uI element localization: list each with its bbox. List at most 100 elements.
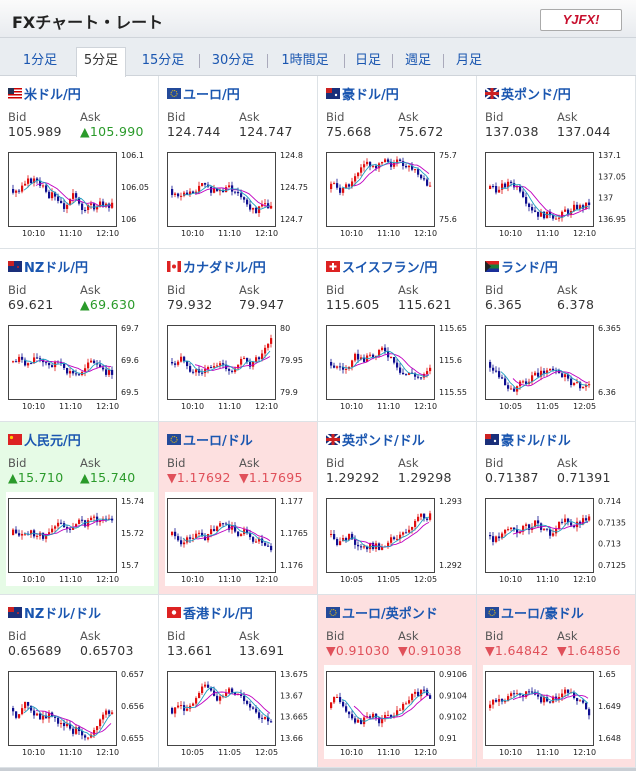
page-title: FXチャート・レート xyxy=(12,13,164,32)
tab-3[interactable]: 30分足 xyxy=(211,53,255,68)
candle-body xyxy=(51,192,54,199)
tab-4[interactable]: 1時間足 xyxy=(281,53,329,68)
candle-body xyxy=(564,209,567,212)
mini-chart[interactable]: 0.714 0.7135 0.713 0.7125 10:10 11:10 12:10 xyxy=(483,490,631,588)
rate-cell[interactable]: スイスフラン/円 Bid Ask 115.605 115.621 115.65 115.6 1… xyxy=(318,249,477,422)
mini-chart[interactable]: 106.1 106.05 106 10:10 11:10 12:10 xyxy=(6,144,154,242)
candle-body xyxy=(78,374,81,376)
candle-body xyxy=(111,202,114,208)
tab-7[interactable]: 月足 xyxy=(455,53,482,68)
bid-label: Bid xyxy=(167,110,186,124)
rate-cell[interactable]: NZドル/円 Bid Ask 69.621 ▲69.630 69.7 69.6 69.5 10:… xyxy=(0,249,159,422)
candle-body xyxy=(519,531,522,534)
candle-body xyxy=(564,689,567,694)
pair-link[interactable]: 豪ドル/ドル xyxy=(485,430,571,449)
rate-cell[interactable]: 英ポンド/ドル Bid Ask 1.29292 1.29298 1.293 1.292 10:… xyxy=(318,422,477,595)
pair-link[interactable]: ユーロ/豪ドル xyxy=(485,603,584,622)
pair-link[interactable]: 人民元/円 xyxy=(8,430,81,449)
pair-link[interactable]: 英ポンド/円 xyxy=(484,84,571,103)
pair-link[interactable]: ランド/円 xyxy=(485,257,558,276)
tab-2[interactable]: 15分足 xyxy=(141,53,185,68)
mini-chart[interactable]: 124.8 124.75 124.7 10:10 11:10 12:10 xyxy=(165,144,313,242)
rate-cell[interactable]: 米ドル/円 Bid Ask 105.989 ▲105.990 106.1 106.05 106… xyxy=(0,76,159,249)
candle-body xyxy=(222,189,225,193)
mini-chart[interactable]: 1.293 1.292 10:05 11:05 12:05 xyxy=(324,490,472,588)
rate-cell[interactable]: 香港ドル/円 Bid Ask 13.661 13.691 13.675 13.67 13.66… xyxy=(159,595,318,768)
rate-cell[interactable]: ランド/円 Bid Ask 6.365 6.378 6.365 6.36 10:05 11:05… xyxy=(477,249,636,422)
candle-body xyxy=(243,357,246,359)
y-tick-label: 79.9 xyxy=(280,388,298,397)
mini-chart[interactable]: 13.675 13.67 13.665 13.66 10:05 11:05 12:05 xyxy=(165,663,313,761)
rate-cell[interactable]: 豪ドル/円 Bid Ask 75.668 75.672 75.7 75.6 10:10 11:1… xyxy=(318,76,477,249)
rate-cell[interactable]: 人民元/円 Bid Ask ▲15.710 ▲15.740 15.74 15.72 15.7 1… xyxy=(0,422,159,595)
candle-body xyxy=(51,528,54,533)
pair-link[interactable]: ユーロ/円 xyxy=(167,84,240,103)
candle-body xyxy=(72,193,75,199)
tab-1[interactable]: 5分足 xyxy=(76,47,126,77)
candle-body xyxy=(420,174,423,179)
mini-chart[interactable]: 0.657 0.656 0.655 10:10 11:10 12:10 xyxy=(6,663,154,761)
pair-link[interactable]: ユーロ/ドル xyxy=(167,430,253,449)
candle-body xyxy=(333,365,336,368)
candle-body xyxy=(66,368,69,374)
pair-link[interactable]: NZドル/円 xyxy=(8,257,88,276)
x-tick-label: 11:05 xyxy=(377,575,400,584)
candle-body xyxy=(240,694,243,696)
rate-cell[interactable]: 豪ドル/ドル Bid Ask 0.71387 0.71391 0.714 0.7135 0.7… xyxy=(477,422,636,595)
mini-chart[interactable]: 1.177 1.1765 1.176 10:10 11:10 12:10 xyxy=(165,490,313,588)
rate-cell[interactable]: ユーロ/英ポンド Bid Ask ▼0.91030 ▼0.91038 0.9106 0.91… xyxy=(318,595,477,768)
candle-body xyxy=(582,518,585,525)
flag-icon xyxy=(167,87,181,99)
rate-cell[interactable]: カナダドル/円 Bid Ask 79.932 79.947 80 79.95 79.9 10:1… xyxy=(159,249,318,422)
pair-link[interactable]: NZドル/ドル xyxy=(8,603,101,622)
mini-chart[interactable]: 15.74 15.72 15.7 10:10 11:10 12:10 xyxy=(6,490,154,588)
rate-cell[interactable]: 英ポンド/円 Bid Ask 137.038 137.044 137.1 137.05 137… xyxy=(477,76,636,249)
candle-body xyxy=(174,707,177,714)
candle-body xyxy=(255,541,258,543)
rate-cell[interactable]: ユーロ/豪ドル Bid Ask ▼1.64842 ▼1.64856 1.65 1.649 1.… xyxy=(477,595,636,768)
tab-6[interactable]: 週足 xyxy=(404,53,431,68)
candle-body xyxy=(237,191,240,194)
pair-name: スイスフラン/円 xyxy=(342,260,438,276)
flag-icon xyxy=(8,260,22,272)
bid-label: Bid xyxy=(8,110,27,124)
mini-chart[interactable]: 80 79.95 79.9 10:10 11:10 12:10 xyxy=(165,317,313,415)
mini-chart[interactable]: 115.65 115.6 115.55 10:10 11:10 12:10 xyxy=(324,317,472,415)
candle-body xyxy=(15,529,18,534)
pair-link[interactable]: 英ポンド/ドル xyxy=(325,430,425,449)
tab-5[interactable]: 日足 xyxy=(354,53,381,68)
candle-body xyxy=(36,535,39,537)
tab-0[interactable]: 1分足 xyxy=(22,53,58,68)
candle-body xyxy=(69,198,72,205)
candle-body xyxy=(579,700,582,702)
mini-chart[interactable]: 75.7 75.6 10:10 11:10 12:10 xyxy=(324,144,472,242)
candle-body xyxy=(336,366,339,368)
mini-chart[interactable]: 69.7 69.6 69.5 10:10 11:10 12:10 xyxy=(6,317,154,415)
ask-label: Ask xyxy=(239,456,260,470)
bid-value: 0.65689 xyxy=(8,643,62,658)
candle-body xyxy=(336,183,339,188)
rate-cell[interactable]: ユーロ/円 Bid Ask 124.744 124.747 124.8 124.75 124.… xyxy=(159,76,318,249)
pair-link[interactable]: カナダドル/円 xyxy=(167,257,266,276)
bid-label: Bid xyxy=(326,283,345,297)
mini-chart[interactable]: 1.65 1.649 1.648 10:10 11:10 12:10 xyxy=(483,663,631,761)
bid-price: 0.65689 xyxy=(8,643,62,658)
rate-cell[interactable]: ユーロ/ドル Bid Ask ▼1.17692 ▼1.17695 1.177 1.1765 1… xyxy=(159,422,318,595)
candle-body xyxy=(171,708,174,714)
pair-link[interactable]: 香港ドル/円 xyxy=(167,603,253,622)
candle-body xyxy=(81,731,84,736)
pair-link[interactable]: 豪ドル/円 xyxy=(326,84,399,103)
rate-cell[interactable]: NZドル/ドル Bid Ask 0.65689 0.65703 0.657 0.656 0.6… xyxy=(0,595,159,768)
y-tick-label: 124.75 xyxy=(280,183,308,192)
arrow-up-icon: ▲ xyxy=(80,124,90,139)
pair-link[interactable]: ユーロ/英ポンド xyxy=(326,603,438,622)
pair-link[interactable]: 米ドル/円 xyxy=(8,84,81,103)
mini-chart[interactable]: 0.9106 0.9104 0.9102 0.91 10:10 11:10 12:10 xyxy=(324,663,472,761)
pair-link[interactable]: スイスフラン/円 xyxy=(326,257,438,276)
candle-body xyxy=(522,525,525,532)
mini-chart[interactable]: 6.365 6.36 10:05 11:05 12:05 xyxy=(483,317,631,415)
candle-body xyxy=(333,697,336,703)
moving-average-short xyxy=(23,179,112,208)
yjfx-logo[interactable]: YJFX! xyxy=(540,9,622,31)
mini-chart[interactable]: 137.1 137.05 137 136.95 10:10 11:10 12:10 xyxy=(483,144,631,242)
